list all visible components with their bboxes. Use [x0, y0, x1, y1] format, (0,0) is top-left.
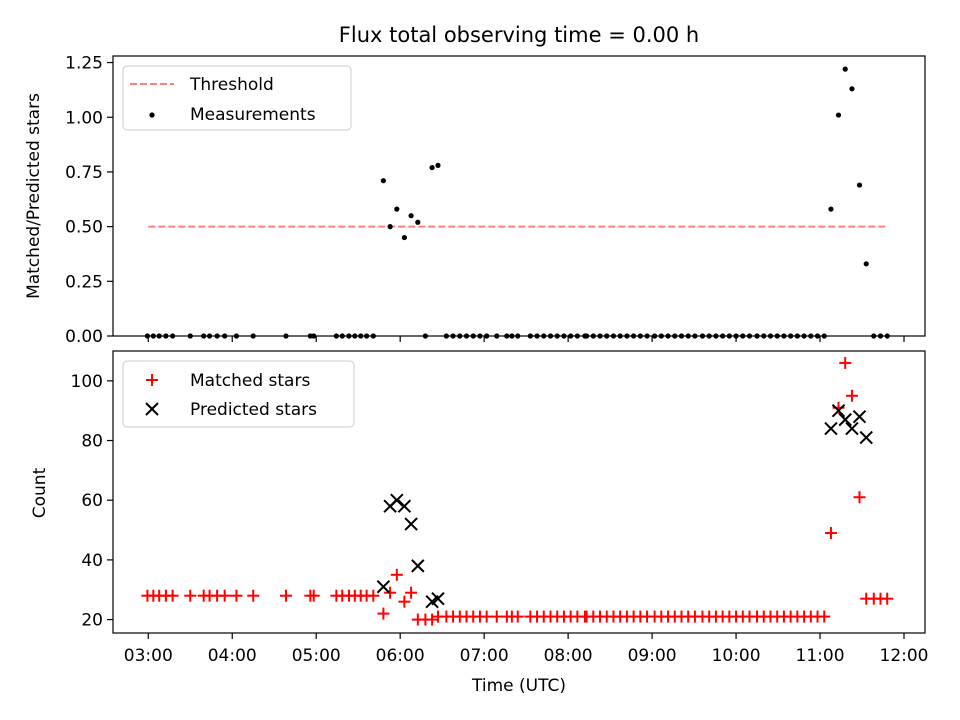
x-tick-label: 05:00	[292, 646, 341, 666]
measurement-point	[394, 206, 400, 212]
matched-star-point	[384, 586, 397, 599]
measurement-point	[435, 162, 441, 168]
x-tick-label: 09:00	[628, 646, 677, 666]
top-y-tick-label: 1.00	[65, 108, 103, 128]
predicted-star-point	[838, 412, 852, 427]
predicted-star-point	[859, 430, 873, 445]
count-marks	[141, 356, 894, 626]
measurements-legend-swatch	[149, 112, 155, 118]
predicted-star-point	[831, 403, 846, 418]
measurement-point	[408, 213, 414, 219]
x-tick-label: 07:00	[460, 646, 509, 666]
matched-star-point	[511, 610, 524, 623]
bottom-legend-box	[122, 360, 355, 428]
predicted-star-point	[404, 517, 418, 531]
measurement-point	[415, 219, 421, 225]
measurement-point	[380, 178, 386, 184]
matched-star-point	[398, 595, 411, 608]
x-axis-label: Time (UTC)	[471, 676, 566, 696]
x-tick-label: 08:00	[544, 646, 593, 666]
matched-star-point	[307, 589, 320, 602]
x-tick-label: 04:00	[208, 646, 257, 666]
matched-star-point	[853, 491, 866, 504]
measurement-point	[429, 164, 435, 171]
bottom-y-tick-label: 100	[71, 372, 103, 392]
predicted-star-point	[397, 499, 412, 513]
matched-star-point	[405, 586, 418, 599]
bottom-legend: Matched stars Predicted stars	[122, 360, 355, 428]
x-tick-label: 12:00	[880, 646, 929, 666]
bottom-y-tick-label: 80	[81, 432, 103, 452]
top-y-tick-label: 0.75	[65, 163, 103, 183]
top-y-tick-label: 0.25	[65, 272, 103, 292]
matched-star-point	[218, 589, 231, 602]
matched-star-point	[184, 589, 197, 602]
x-tick-label: 11:00	[796, 646, 845, 666]
measurement-point	[856, 182, 863, 188]
matched-star-point	[845, 389, 858, 402]
bottom-axes-frame	[112, 350, 926, 634]
matched-star-point	[390, 568, 403, 581]
bottom-x-axis: 03:00 04:00 05:00 06:00 07:00 08:00 09:00 10:00…	[124, 633, 929, 666]
matched-star-point	[480, 610, 493, 623]
predicted-star-point	[845, 421, 859, 436]
top-y-tick-label: 0.00	[65, 327, 103, 347]
predicted-legend-label: Predicted stars	[190, 400, 317, 420]
matched-star-point	[426, 613, 439, 626]
top-axes-frame	[112, 55, 926, 337]
matched-star-point	[166, 589, 179, 602]
predicted-star-point	[852, 409, 867, 424]
matched-legend-label: Matched stars	[190, 371, 310, 391]
predicted-legend-swatch	[145, 402, 159, 416]
bottom-y-tick-label: 40	[81, 551, 103, 571]
x-tick-label: 03:00	[124, 646, 173, 666]
top-y-axis-label: Matched/Predicted stars	[24, 93, 44, 299]
measurement-point	[863, 261, 869, 267]
top-legend: Threshold Measurements	[122, 65, 352, 131]
chart-title: Flux total observing time = 0.00 h	[339, 23, 699, 47]
measurement-point	[387, 224, 393, 230]
measurement-point	[849, 86, 855, 92]
top-legend-box	[122, 65, 352, 131]
threshold-legend-label: Threshold	[189, 75, 274, 95]
x-tick-label: 10:00	[712, 646, 761, 666]
predicted-star-point	[431, 591, 445, 606]
top-y-axis: 0.00 0.25 0.50 0.75 1.00 1.25	[65, 54, 113, 347]
top-y-tick-label: 0.50	[65, 218, 103, 238]
matched-star-point	[247, 589, 260, 602]
matched-star-point	[818, 610, 831, 623]
predicted-star-point	[411, 559, 425, 573]
flux-ratio-panel: Flux total observing time = 0.00 h 0.000…	[24, 23, 926, 347]
matched-legend-swatch	[146, 374, 158, 386]
matched-star-point	[367, 589, 380, 602]
matched-star-point	[377, 607, 390, 620]
bottom-y-tick-label: 20	[81, 611, 103, 631]
matched-star-point	[839, 356, 852, 369]
measurements-legend-label: Measurements	[190, 105, 316, 125]
star-count-panel: 20 40 60 80 100 03:00 04:00 05:00 06:00 07:00 08:…	[30, 350, 929, 696]
predicted-star-point	[390, 493, 404, 507]
top-y-tick-label: 1.25	[65, 54, 103, 74]
bottom-y-axis: 20 40 60 80 100	[71, 372, 113, 631]
matched-star-point	[824, 527, 837, 540]
bottom-y-tick-label: 60	[81, 491, 103, 511]
top-x-tick-marks	[147, 336, 905, 342]
predicted-star-point	[824, 421, 838, 436]
matched-star-point	[230, 589, 243, 602]
matched-star-point	[881, 592, 894, 605]
measurement-point	[835, 112, 842, 118]
matched-star-point	[490, 610, 503, 623]
x-tick-label: 06:00	[376, 646, 425, 666]
measurement-point	[401, 234, 407, 241]
bottom-y-axis-label: Count	[30, 467, 50, 518]
predicted-star-point	[376, 580, 391, 594]
matched-star-point	[279, 589, 292, 602]
measurement-point	[842, 66, 848, 72]
measurement-point	[828, 206, 834, 212]
